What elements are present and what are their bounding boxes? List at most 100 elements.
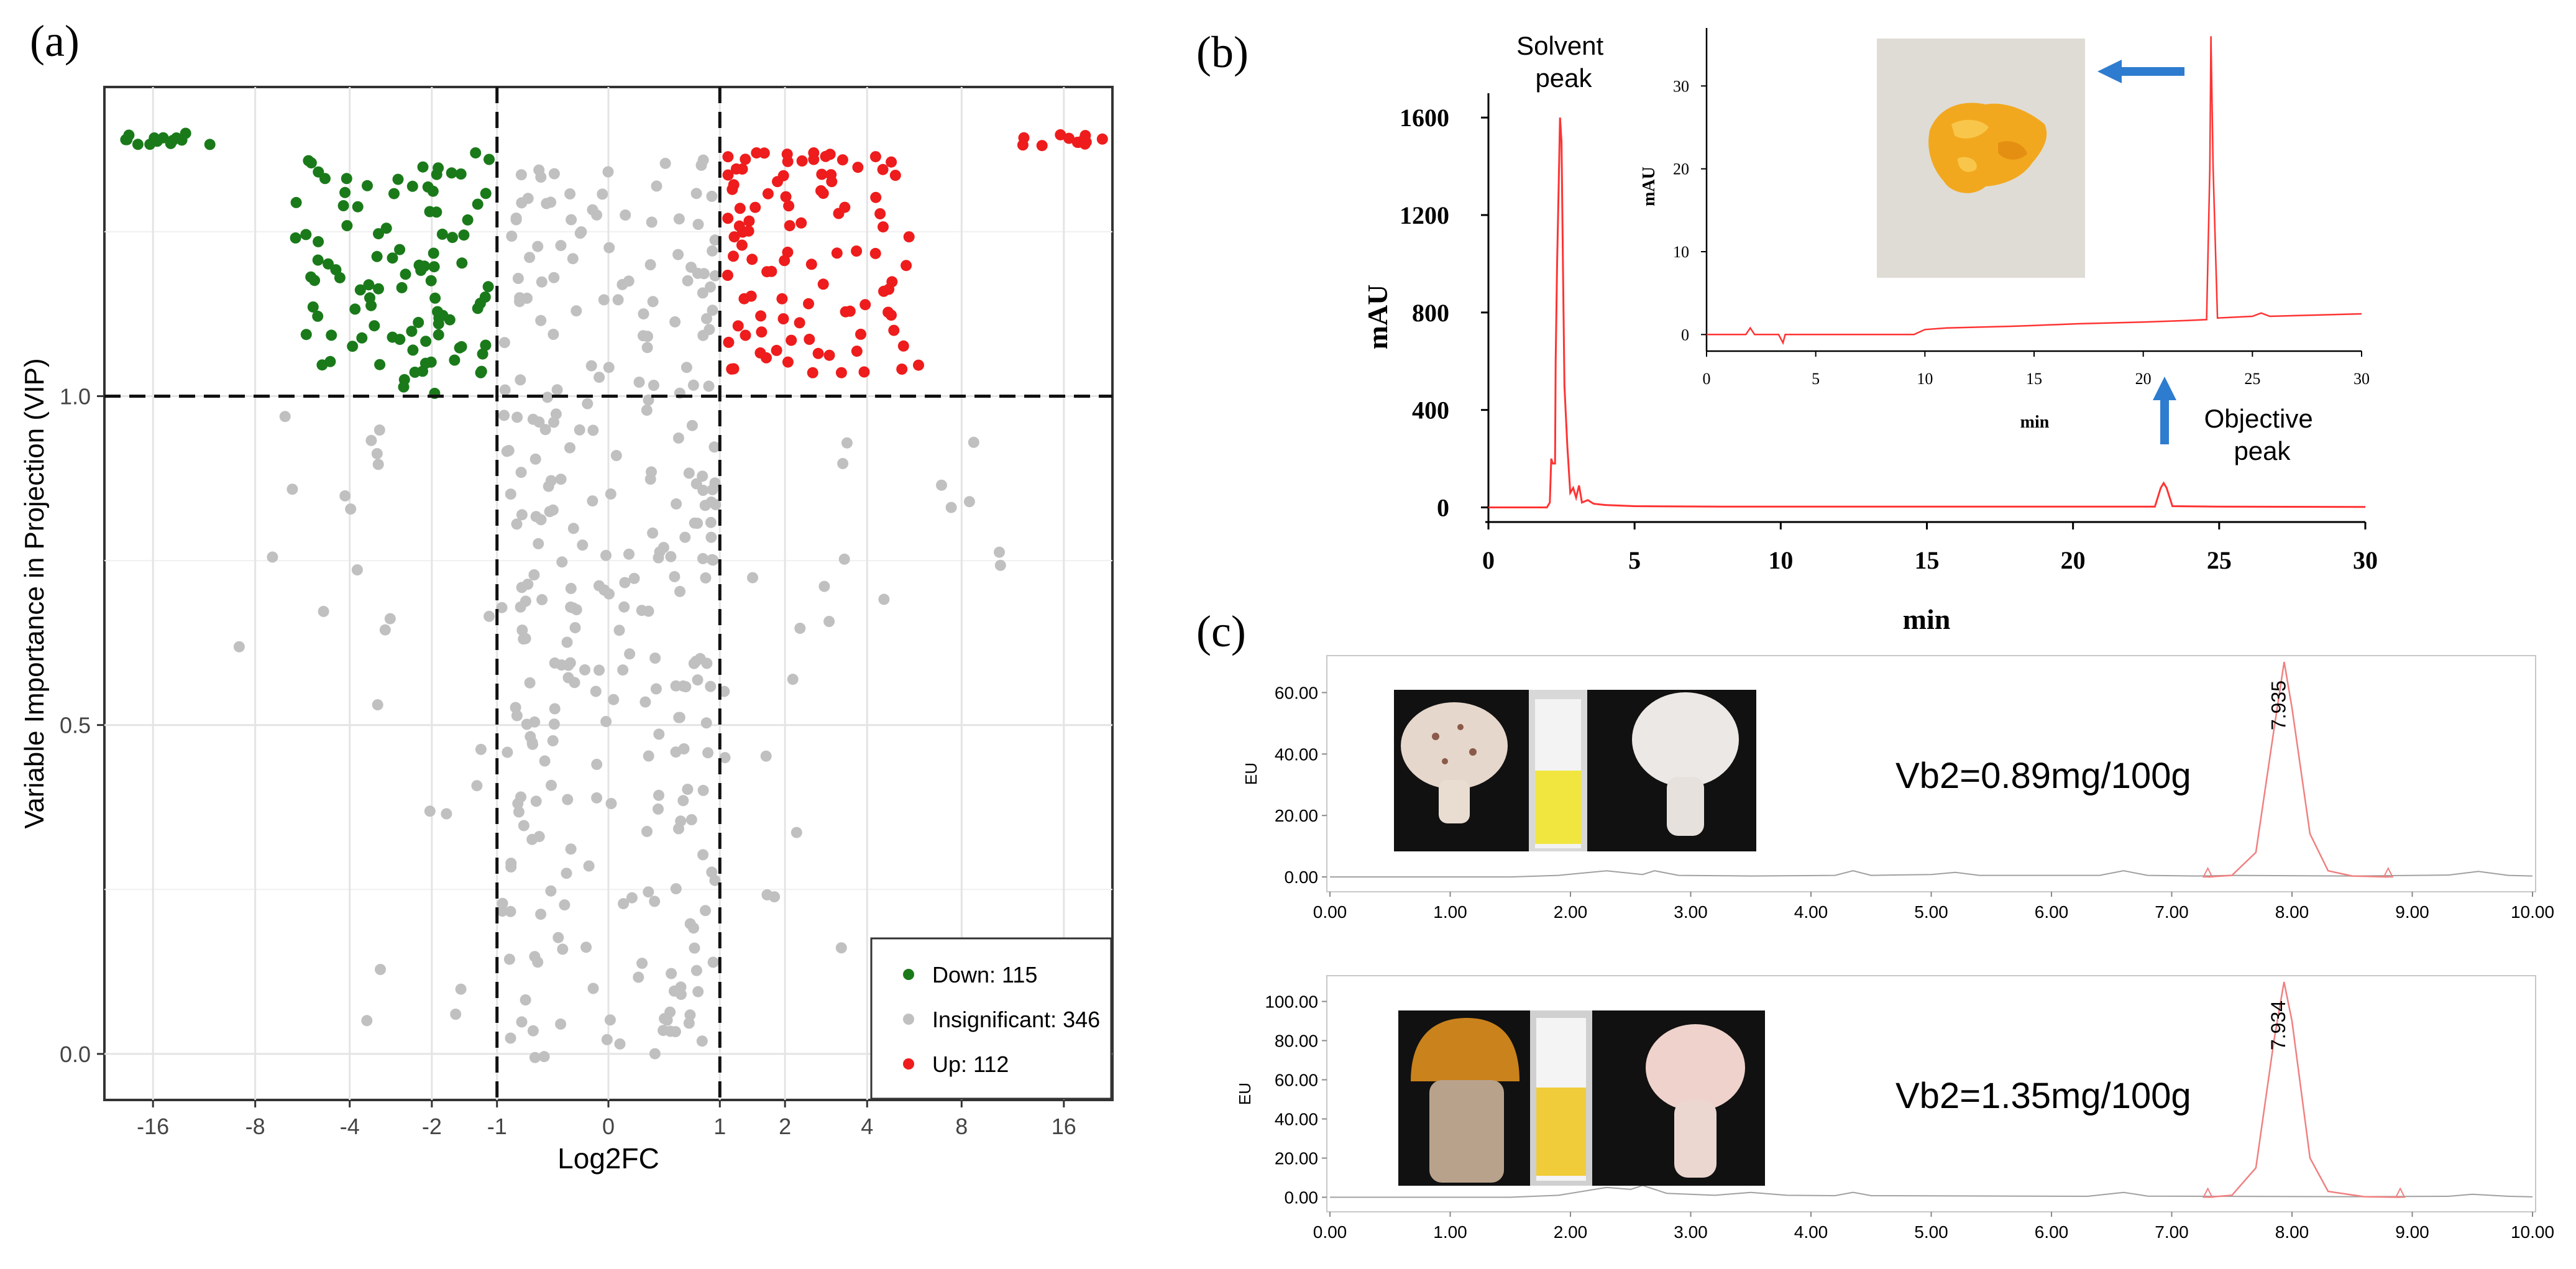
- point-insignificant: [643, 886, 654, 898]
- point-down: [204, 139, 216, 150]
- point-insignificant: [515, 169, 527, 181]
- point-down: [312, 310, 324, 322]
- point-insignificant: [587, 424, 599, 436]
- point-insignificant: [557, 943, 569, 955]
- point-down: [132, 139, 144, 150]
- point-down: [458, 229, 470, 241]
- point-insignificant: [791, 827, 802, 838]
- integration-marker: [2395, 1187, 2406, 1198]
- point-insignificant: [318, 605, 329, 617]
- point-insignificant: [565, 582, 577, 594]
- point-up: [782, 356, 794, 368]
- point-down: [482, 281, 494, 293]
- x-tick-label: 5.00: [1914, 902, 1948, 922]
- point-insignificant: [567, 602, 579, 614]
- point-insignificant: [699, 500, 711, 511]
- panel-a-x-ticks: -16 -8 -4 -2 -1 0 1 2 4 8 16: [137, 1100, 1076, 1139]
- point-insignificant: [684, 918, 696, 930]
- panel-a-x-label: Log2FC: [557, 1142, 659, 1175]
- point-insignificant: [963, 496, 975, 508]
- point-insignificant: [471, 780, 483, 792]
- panel-c-label: (c): [1196, 607, 1246, 656]
- point-up: [746, 254, 758, 265]
- point-down: [349, 303, 361, 315]
- point-insignificant: [450, 1009, 462, 1020]
- point-insignificant: [548, 329, 559, 340]
- x-tick-label: 6.00: [2035, 902, 2069, 922]
- point-up: [740, 153, 751, 165]
- point-down: [413, 316, 424, 328]
- point-insignificant: [705, 516, 717, 528]
- point-up: [882, 306, 894, 318]
- point-insignificant: [677, 795, 689, 807]
- point-down: [429, 292, 441, 304]
- point-insignificant: [681, 362, 692, 373]
- point-insignificant: [505, 905, 516, 917]
- point-up: [1080, 136, 1092, 148]
- point-insignificant: [702, 747, 714, 759]
- point-insignificant: [562, 672, 574, 684]
- point-insignificant: [505, 1032, 516, 1044]
- point-up: [913, 359, 924, 371]
- x-tick-label: 25: [2207, 546, 2232, 574]
- y-tick-label: 0.00: [1285, 1188, 1319, 1207]
- point-insignificant: [669, 570, 681, 582]
- point-down: [157, 132, 169, 144]
- legend-marker-down: [903, 969, 914, 980]
- point-insignificant: [682, 784, 694, 795]
- point-insignificant: [535, 909, 547, 920]
- point-down: [380, 222, 392, 234]
- point-down: [371, 250, 383, 262]
- point-down: [477, 348, 488, 360]
- point-insignificant: [351, 564, 363, 575]
- y-tick-label: 40.00: [1275, 744, 1318, 764]
- point-insignificant: [697, 470, 708, 482]
- point-insignificant: [345, 503, 357, 515]
- c1-y-label: EU: [1242, 763, 1260, 785]
- point-insignificant: [653, 552, 664, 564]
- y-tick-label: 1.0: [60, 383, 91, 409]
- point-up: [736, 226, 748, 238]
- point-insignificant: [628, 572, 640, 584]
- point-down: [290, 196, 302, 208]
- point-insignificant: [647, 296, 659, 308]
- point-insignificant: [787, 674, 799, 685]
- point-insignificant: [511, 518, 523, 530]
- point-up: [722, 151, 734, 163]
- legend-label-down: Down: 115: [932, 962, 1037, 987]
- y-tick-label: 20.00: [1275, 1149, 1318, 1168]
- c2-peak-label: 7.934: [2267, 1001, 2290, 1050]
- point-down: [428, 247, 439, 259]
- point-insignificant: [994, 559, 1006, 571]
- point-insignificant: [372, 459, 384, 470]
- point-down: [394, 334, 406, 346]
- point-insignificant: [672, 249, 684, 260]
- y-tick-label: 100.00: [1265, 992, 1318, 1012]
- point-insignificant: [670, 883, 682, 895]
- point-insignificant: [707, 554, 719, 566]
- integration-marker: [2383, 866, 2394, 878]
- point-down: [449, 354, 461, 366]
- point-up: [805, 259, 817, 270]
- point-insignificant: [618, 898, 630, 910]
- point-insignificant: [513, 806, 525, 818]
- point-insignificant: [648, 380, 659, 391]
- panel-b-chromatogram: [1488, 117, 2366, 508]
- x-tick-label: 10: [1768, 546, 1793, 574]
- point-insignificant: [524, 252, 536, 263]
- point-down: [433, 329, 444, 341]
- point-insignificant: [696, 1035, 708, 1047]
- panel-c: (c) 0.00 20.00 40.00 60.00 0.00 1.00 2.00 3.00…: [1196, 607, 2554, 1242]
- point-insignificant: [496, 602, 508, 613]
- c2-x-ticks: 0.00 1.00 2.00 3.00 4.00 5.00 6.00 7.00 8.00 9.00…: [1313, 1212, 2554, 1242]
- point-insignificant: [530, 795, 542, 807]
- point-insignificant: [579, 664, 590, 676]
- point-insignificant: [591, 792, 603, 804]
- panel-a-label: (a): [30, 16, 80, 66]
- point-down: [123, 129, 135, 141]
- point-down: [347, 341, 359, 352]
- point-insignificant: [532, 241, 544, 252]
- point-up: [728, 179, 740, 191]
- point-insignificant: [703, 380, 715, 392]
- point-insignificant: [664, 1006, 676, 1018]
